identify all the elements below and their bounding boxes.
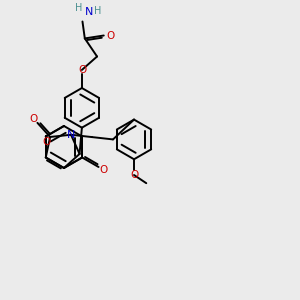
Text: O: O [130, 170, 138, 180]
Text: O: O [42, 137, 50, 147]
Text: O: O [106, 31, 114, 40]
Text: O: O [99, 165, 107, 175]
Text: O: O [30, 114, 38, 124]
Text: H: H [94, 6, 101, 16]
Text: O: O [78, 65, 86, 75]
Text: N: N [67, 130, 75, 140]
Text: N: N [85, 7, 93, 17]
Text: H: H [75, 3, 83, 14]
